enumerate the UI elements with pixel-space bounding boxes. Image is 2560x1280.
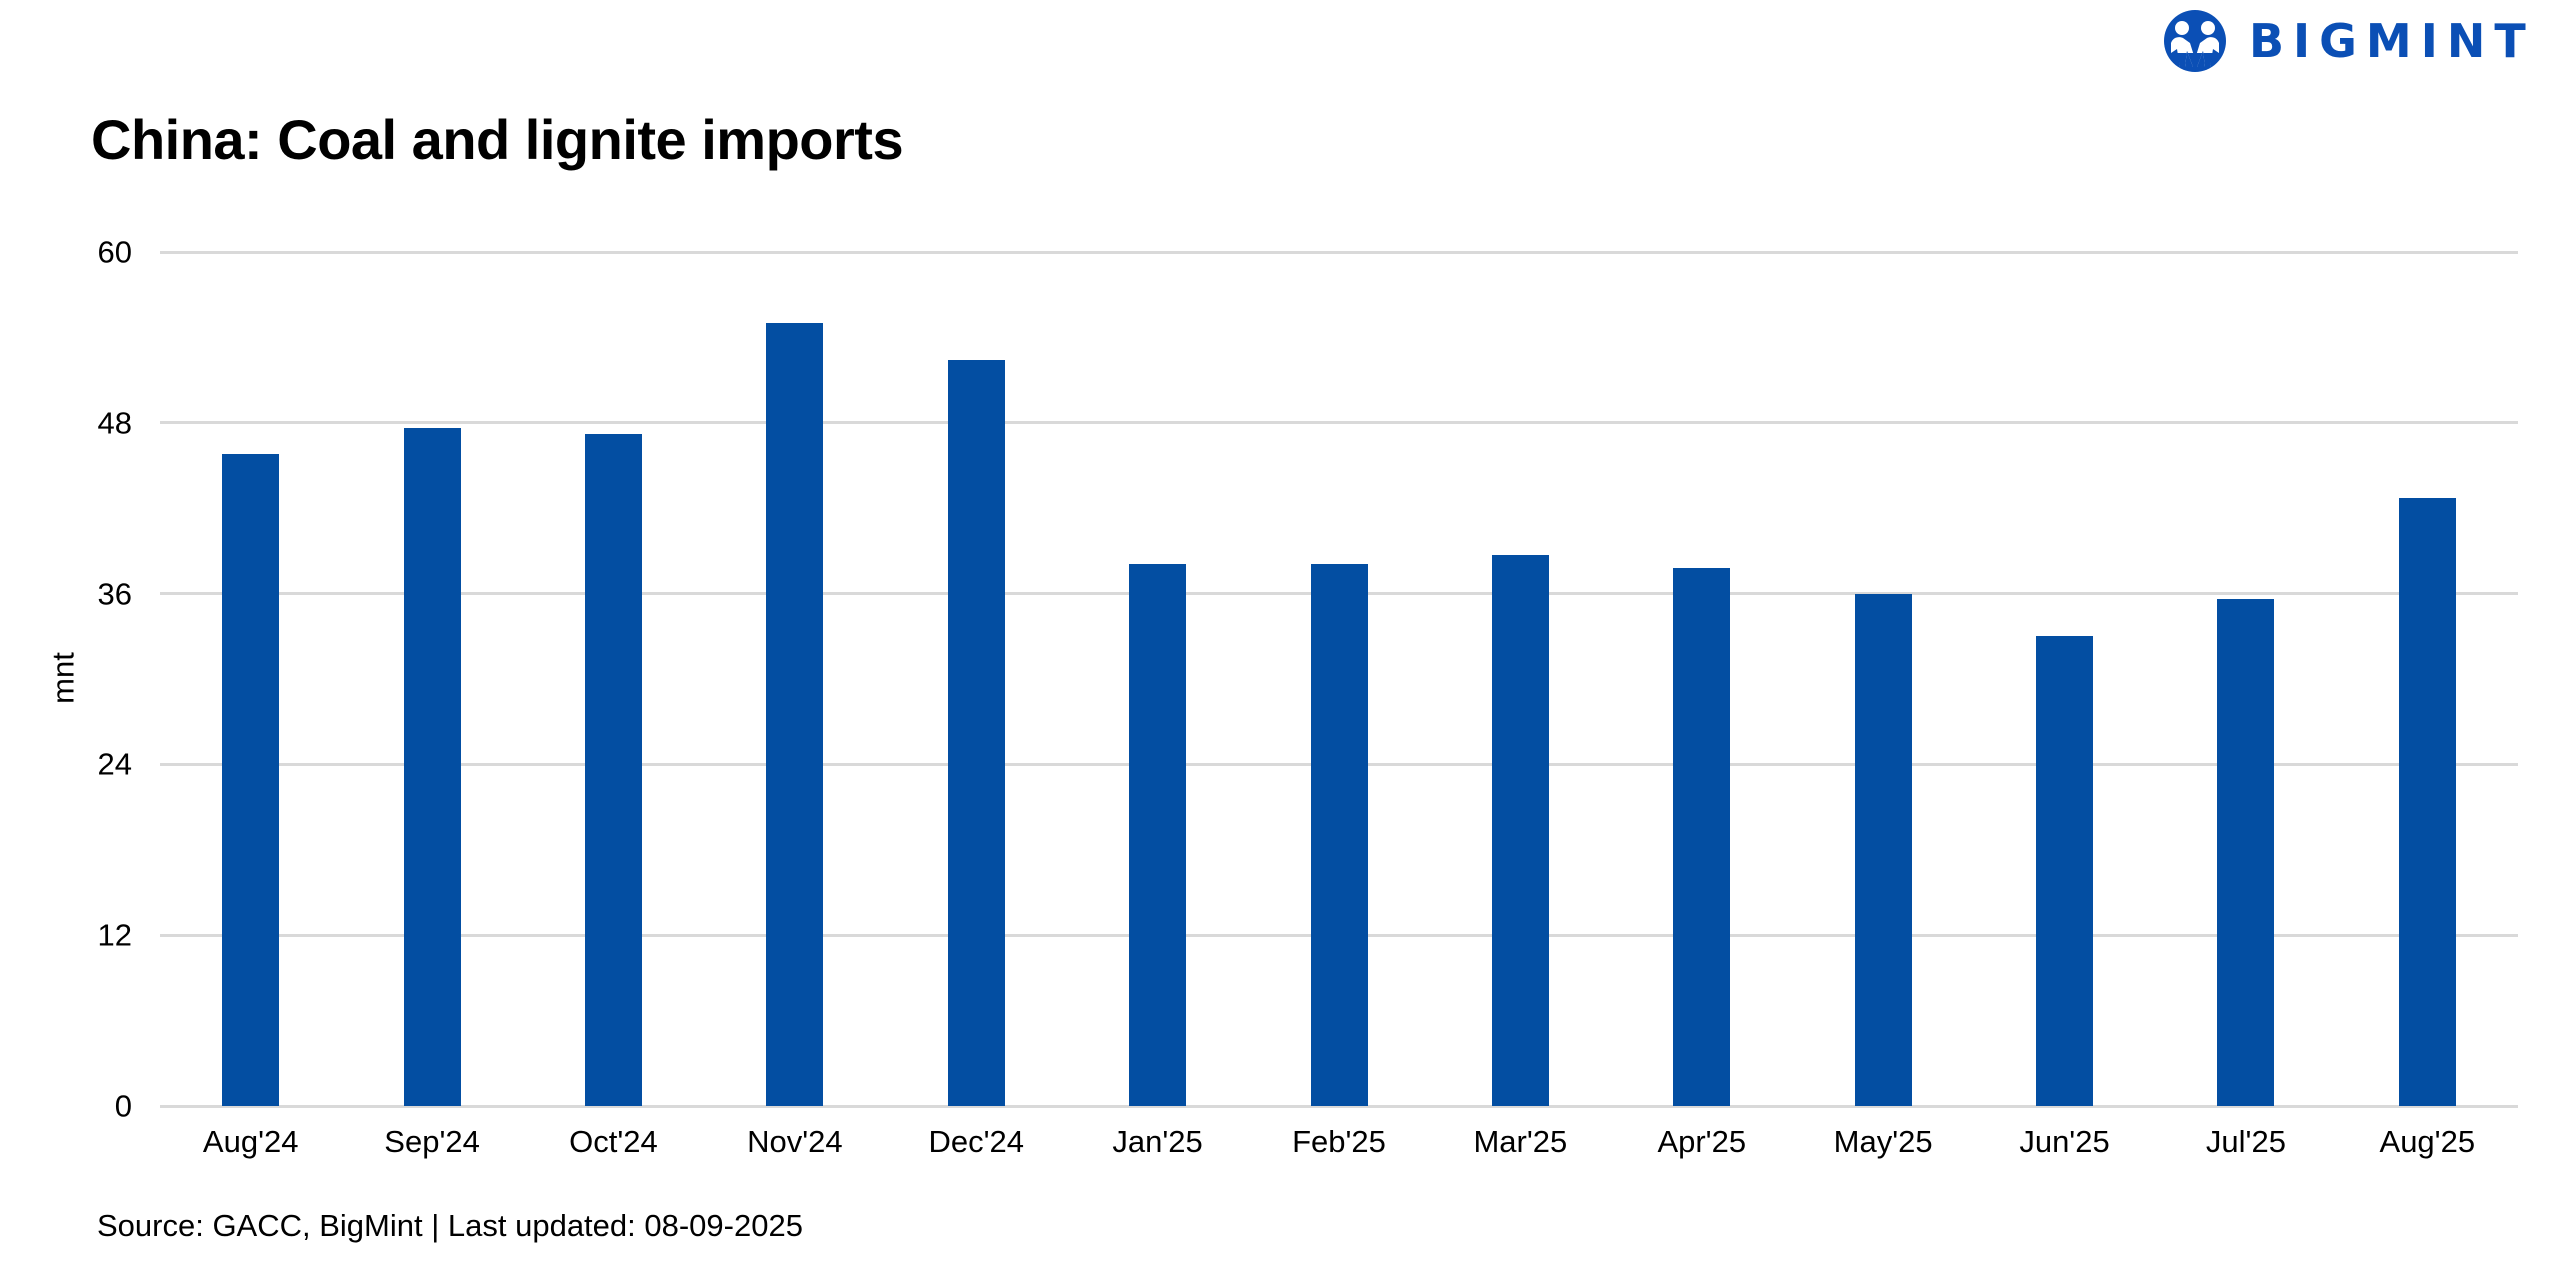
- x-tick-label: May'25: [1833, 1124, 1933, 1159]
- bar: [1129, 563, 1187, 1106]
- bar: [1673, 567, 1731, 1106]
- chart-title: China: Coal and lignite imports: [91, 108, 904, 171]
- brand-name: BIGMINT: [2249, 14, 2535, 68]
- bar: [403, 428, 461, 1106]
- bar: [1491, 555, 1549, 1106]
- bigmint-people-circle-icon: [2164, 10, 2226, 72]
- x-tick-label: Aug'24: [202, 1124, 299, 1159]
- x-tick-label: Mar'25: [1473, 1124, 1568, 1159]
- x-tick-label: Aug'25: [2379, 1124, 2476, 1159]
- gridline: [160, 1104, 2518, 1108]
- x-tick-label: Apr'25: [1657, 1124, 1747, 1159]
- bar: [1854, 593, 1912, 1106]
- bar: [766, 323, 824, 1106]
- y-tick-label: 12: [97, 917, 132, 953]
- gridline: [160, 421, 2518, 425]
- bar: [584, 434, 642, 1106]
- bar: [2036, 636, 2094, 1106]
- y-tick-label: 60: [97, 234, 132, 270]
- gridline: [160, 250, 2518, 254]
- x-tick-label: Dec'24: [928, 1124, 1024, 1159]
- x-tick-label: Jan'25: [1112, 1124, 1203, 1159]
- bar: [2398, 498, 2456, 1106]
- y-tick-label: 0: [114, 1088, 132, 1124]
- bar: [1310, 563, 1368, 1106]
- x-tick-label: Jun'25: [2019, 1124, 2110, 1159]
- bar: [222, 454, 280, 1106]
- y-tick-label: 36: [97, 576, 132, 612]
- x-tick-label: Sep'24: [384, 1124, 480, 1159]
- x-tick-label: Nov'24: [747, 1124, 843, 1159]
- y-axis-label: mnt: [45, 652, 81, 704]
- y-tick-label: 48: [97, 405, 132, 441]
- bar: [947, 360, 1005, 1106]
- x-tick-label: Oct'24: [569, 1124, 658, 1159]
- x-tick-label: Feb'25: [1292, 1124, 1386, 1159]
- x-tick-label: Jul'25: [2205, 1124, 2286, 1159]
- source-footnote: Source: GACC, BigMint | Last updated: 08…: [97, 1208, 803, 1243]
- y-tick-label: 24: [97, 746, 132, 782]
- bar: [2217, 599, 2275, 1106]
- bigmint-logo: BIGMINT: [2163, 6, 2535, 76]
